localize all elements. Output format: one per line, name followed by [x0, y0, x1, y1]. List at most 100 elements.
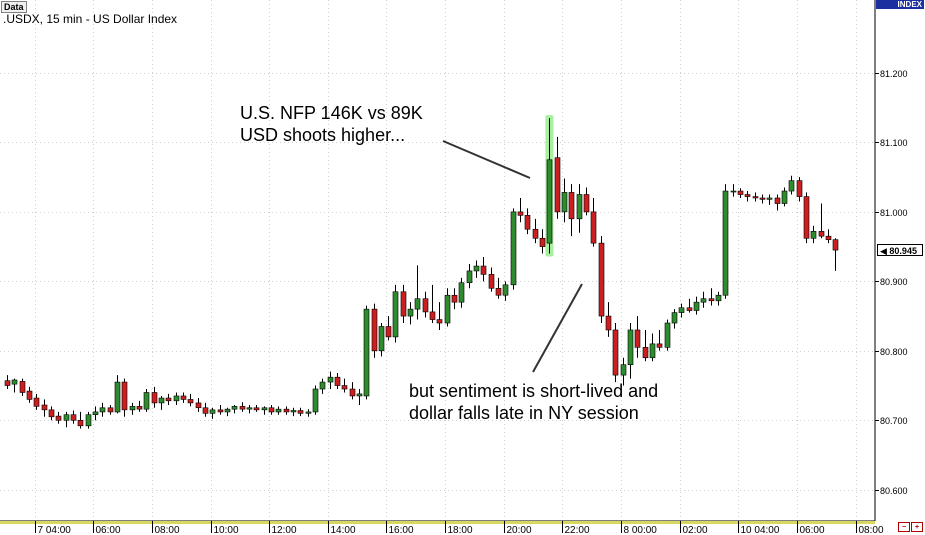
candle-body-down [41, 404, 48, 411]
candle [11, 378, 18, 393]
candle [85, 411, 92, 429]
candle-body-down [590, 211, 597, 244]
candle-body-down [737, 190, 744, 195]
candle-body-up [730, 190, 737, 193]
zoom-in-icon[interactable]: + [911, 522, 923, 532]
annotation-nfp: U.S. NFP 146K vs 89K USD shoots higher..… [240, 102, 423, 146]
candle-body-down [19, 381, 26, 393]
candle-body-down [371, 308, 378, 352]
candle-body-up [327, 376, 334, 383]
candle [297, 407, 304, 417]
candle-body-up [11, 379, 18, 385]
last-price-value: 80.945 [889, 246, 917, 257]
candle-body-up [312, 388, 319, 413]
candle-body-down [48, 409, 55, 418]
candle [671, 309, 678, 329]
candle [136, 400, 143, 412]
candle [656, 329, 663, 351]
candle-body-down [524, 215, 531, 230]
candle [187, 393, 194, 407]
candle [217, 404, 224, 415]
candle-body-down [349, 388, 356, 397]
candle-body-down [239, 406, 246, 410]
zoom-out-icon[interactable]: − [898, 522, 910, 532]
candle-body-up [209, 409, 216, 414]
candle [290, 407, 297, 417]
candle [832, 238, 839, 271]
candle [349, 382, 356, 400]
candle-body-down [568, 192, 575, 220]
candle [283, 406, 290, 415]
candle-body-down [26, 390, 33, 400]
pointer-line-sentiment [532, 283, 583, 373]
candle-body-down [480, 265, 487, 275]
candle-body-down [297, 410, 304, 414]
candle-body-down [187, 399, 194, 404]
x-tick-label: 7 04:00 [38, 525, 72, 535]
candle-body-down [202, 407, 209, 414]
candle-body-up [246, 407, 253, 410]
candle-body-down [429, 311, 436, 320]
candle-body-down [803, 196, 810, 239]
candle [825, 229, 832, 244]
grid-lines [0, 0, 875, 521]
candle-body-up [649, 343, 656, 359]
data-tab[interactable]: Data [1, 1, 27, 13]
candle-body-up [224, 408, 231, 413]
candle [334, 373, 341, 390]
candle [715, 291, 722, 306]
candle [605, 302, 612, 337]
candle-body-down [495, 287, 502, 296]
annotation-sentiment-line-1: but sentiment is short-lived and [409, 381, 659, 401]
candle-body-up [546, 159, 553, 244]
candle [92, 406, 99, 421]
x-axis-band [0, 521, 875, 524]
candle [649, 333, 656, 362]
candle [422, 291, 429, 318]
candle-body-up [620, 364, 627, 376]
candle-body-up [231, 406, 238, 410]
candle-body-down [70, 414, 77, 421]
candle-body-up [275, 408, 282, 413]
candle [502, 281, 509, 301]
candle [341, 378, 348, 393]
candle-body-up [700, 298, 707, 303]
candle [209, 407, 216, 419]
candle-body-down [532, 228, 539, 239]
candle [436, 302, 443, 330]
candle [678, 303, 685, 318]
y-tick-label: 81.100 [880, 138, 908, 148]
candle [55, 411, 62, 424]
candle-body-up [627, 329, 634, 366]
candle [363, 305, 370, 400]
y-tick-label: 81.200 [880, 69, 908, 79]
candle [246, 404, 253, 414]
candle-body-down [818, 231, 825, 237]
y-tick-label: 80.900 [880, 277, 908, 287]
candle [312, 385, 319, 415]
candle [70, 410, 77, 424]
candle [473, 260, 480, 278]
candle [400, 284, 407, 324]
candle [458, 277, 465, 308]
candle [371, 303, 378, 358]
candle-body-down [33, 397, 40, 407]
candle [151, 386, 158, 408]
candle [451, 288, 458, 310]
candle [414, 265, 421, 320]
candle-body-up [766, 197, 773, 200]
candle [385, 316, 392, 341]
candle [517, 197, 524, 223]
candle-body-up [458, 282, 465, 303]
y-axis-ticks: 81.200 81.100 81.000 80.900 80.800 80.700 80.6… [875, 69, 908, 496]
candle [634, 316, 641, 358]
candle [48, 406, 55, 421]
candle [708, 288, 715, 306]
candle-body-up [810, 231, 817, 239]
candle [539, 229, 546, 254]
annotation-pointers [442, 140, 583, 373]
candle-body-up [392, 291, 399, 338]
annotation-nfp-line-1: U.S. NFP 146K vs 89K [240, 103, 423, 123]
x-axis-background [0, 524, 925, 535]
